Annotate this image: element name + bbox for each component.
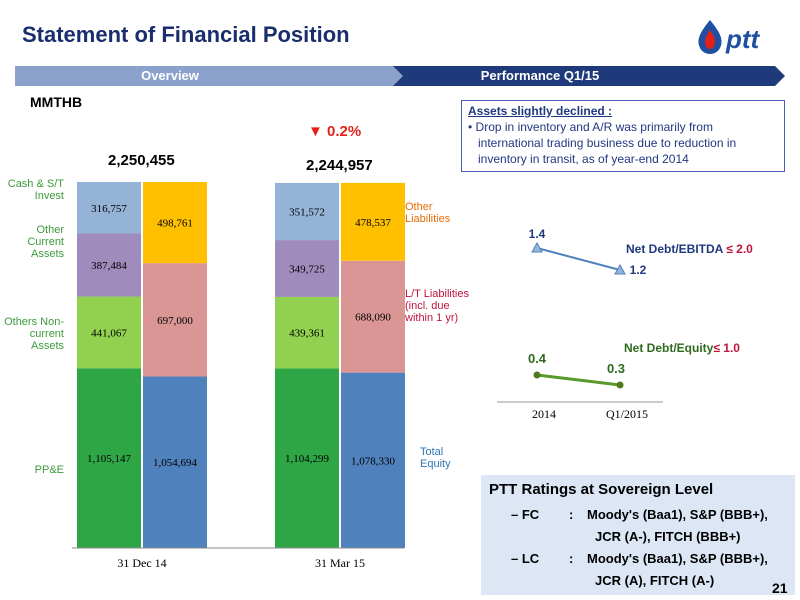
page-number: 21 bbox=[772, 580, 788, 596]
ptt-logo: ptt bbox=[698, 20, 761, 54]
ebitda-label-0: 1.4 bbox=[529, 227, 546, 241]
bar-asset-label-3-0: 316,757 bbox=[91, 203, 127, 215]
kpi-ebitda: Net Debt/EBITDA ≤ 2.0 bbox=[626, 242, 753, 256]
rating-key-fc: FC bbox=[521, 507, 540, 522]
tab-performance[interactable]: Performance Q1/15 bbox=[480, 68, 600, 83]
section-banner bbox=[15, 66, 785, 86]
bar-asset-2-0 bbox=[77, 233, 141, 297]
line-x-label-0: 2014 bbox=[532, 407, 556, 421]
bar-asset-0-0 bbox=[77, 368, 141, 548]
rating-fc-line2: JCR (A-), FITCH (BBB+) bbox=[595, 529, 741, 544]
bar-liab-2-0 bbox=[143, 182, 207, 264]
ebitda-point-1 bbox=[614, 263, 626, 275]
bar-liab-label-0-0: 1,054,694 bbox=[153, 457, 198, 469]
rating-row-fc: – FC: Moody's (Baa1), S&P (BBB+), bbox=[489, 504, 787, 526]
equity-point-0 bbox=[533, 371, 541, 379]
bar-asset-2-1 bbox=[275, 240, 339, 297]
bar-liab-0-0 bbox=[143, 376, 207, 548]
bar-asset-label-0-0: 1,105,147 bbox=[87, 453, 132, 465]
note-bullet-text: Drop in inventory and A/R was primarily … bbox=[475, 120, 737, 166]
bar-asset-label-1-0: 441,067 bbox=[91, 327, 127, 339]
rating-key-lc: LC bbox=[521, 551, 540, 566]
bar-asset-label-1-1: 439,361 bbox=[289, 328, 325, 340]
note-box: Assets slightly declined : • Drop in inv… bbox=[461, 100, 785, 172]
bar-asset-0-1 bbox=[275, 368, 339, 548]
bar-liab-1-0 bbox=[143, 263, 207, 377]
label-cash: Cash & S/T Invest bbox=[7, 178, 64, 202]
bar-liab-label-1-1: 688,090 bbox=[355, 312, 391, 324]
equity-label-0: 0.4 bbox=[528, 351, 547, 366]
bar-asset-3-1 bbox=[275, 182, 339, 241]
tab-overview[interactable]: Overview bbox=[141, 68, 199, 83]
ratings-box: PTT Ratings at Sovereign Level – FC: Mood… bbox=[481, 475, 795, 595]
bar-asset-label-2-1: 349,725 bbox=[289, 264, 325, 276]
rating-lc-line1: Moody's (Baa1), S&P (BBB+), bbox=[587, 551, 768, 566]
kpi-equity-name: Net Debt/Equity bbox=[624, 341, 714, 355]
equity-point-1 bbox=[616, 381, 624, 389]
category-label-1: 31 Mar 15 bbox=[315, 556, 365, 570]
bar-liab-label-2-0: 498,761 bbox=[157, 218, 193, 230]
change-indicator: ▼ 0.2% bbox=[308, 123, 361, 140]
bar-liab-label-1-0: 697,000 bbox=[157, 315, 193, 327]
change-value: 0.2% bbox=[327, 123, 362, 140]
label-ppe: PP&E bbox=[34, 464, 64, 476]
bar-asset-1-1 bbox=[275, 296, 339, 369]
bar-asset-3-0 bbox=[77, 182, 141, 234]
bar-liab-0-1 bbox=[341, 372, 405, 548]
rating-fc-line1: Moody's (Baa1), S&P (BBB+), bbox=[587, 507, 768, 522]
rating-row-lc: – LC: Moody's (Baa1), S&P (BBB+), bbox=[489, 548, 787, 570]
page-title: Statement of Financial Position bbox=[22, 22, 350, 47]
rating-lc-line2: JCR (A), FITCH (A-) bbox=[595, 573, 715, 588]
total-mar15: 2,244,957 bbox=[306, 157, 373, 174]
note-bullet: • Drop in inventory and A/R was primaril… bbox=[468, 120, 737, 166]
down-triangle-icon: ▼ bbox=[308, 123, 323, 140]
bar-liab-label-0-1: 1,078,330 bbox=[351, 455, 396, 467]
kpi-equity: Net Debt/Equity≤ 1.0 bbox=[624, 341, 740, 355]
kpi-ebitda-name: Net Debt/EBITDA bbox=[626, 242, 723, 256]
bar-asset-label-0-1: 1,104,299 bbox=[285, 453, 330, 465]
ebitda-point-0 bbox=[531, 241, 543, 253]
bar-asset-label-2-0: 387,484 bbox=[91, 260, 127, 272]
note-heading: Assets slightly declined : bbox=[468, 104, 613, 118]
equity-label-1: 0.3 bbox=[607, 361, 625, 376]
bar-asset-label-3-1: 351,572 bbox=[289, 206, 325, 218]
unit-label: MMTHB bbox=[30, 94, 83, 110]
kpi-ebitda-target: ≤ 2.0 bbox=[726, 242, 753, 256]
svg-text:ptt: ptt bbox=[725, 24, 761, 54]
label-total-equity: Total Equity bbox=[420, 446, 451, 470]
kpi-equity-target: ≤ 1.0 bbox=[713, 341, 740, 355]
label-others-noncurrent: Others Non-current Assets bbox=[4, 316, 64, 352]
bar-liab-1-1 bbox=[341, 260, 405, 373]
label-lt-liabilities: L/T Liabilities (incl. due within 1 yr) bbox=[405, 288, 469, 324]
bar-liab-label-2-1: 478,537 bbox=[355, 217, 391, 229]
label-other-current: Other Current Assets bbox=[27, 224, 64, 260]
category-label-0: 31 Dec 14 bbox=[117, 556, 166, 570]
label-other-liabilities: Other Liabilities bbox=[405, 201, 451, 225]
ebitda-line bbox=[536, 247, 621, 271]
total-dec14: 2,250,455 bbox=[108, 152, 175, 169]
bar-asset-1-0 bbox=[77, 296, 141, 369]
line-x-label-1: Q1/2015 bbox=[606, 407, 648, 421]
bar-liab-2-1 bbox=[341, 182, 405, 261]
ratings-heading: PTT Ratings at Sovereign Level bbox=[489, 481, 714, 498]
equity-line bbox=[536, 373, 621, 387]
ebitda-label-1: 1.2 bbox=[630, 263, 647, 277]
